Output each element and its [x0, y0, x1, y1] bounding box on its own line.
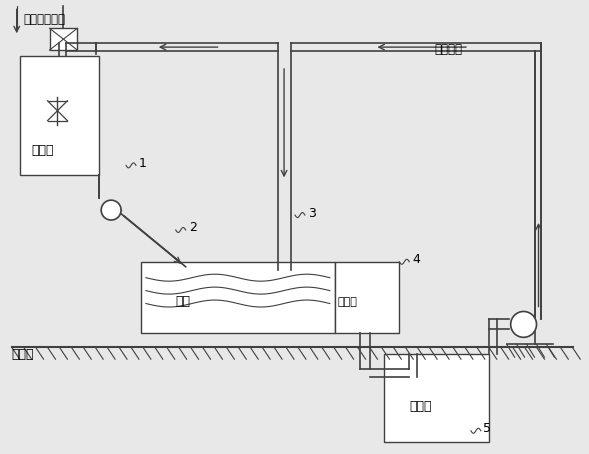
- Text: 2: 2: [188, 222, 197, 235]
- Circle shape: [101, 200, 121, 220]
- Text: 清水池: 清水池: [409, 400, 432, 414]
- Text: 水平面: 水平面: [12, 348, 34, 361]
- Text: 收集池: 收集池: [337, 296, 358, 306]
- Bar: [385, 354, 489, 442]
- Text: 电动葫芦吊入: 电动葫芦吊入: [24, 13, 65, 26]
- Bar: [141, 262, 335, 333]
- Text: 摇床: 摇床: [176, 295, 191, 308]
- Text: 浆化槽: 浆化槽: [32, 144, 54, 157]
- Circle shape: [511, 311, 537, 337]
- Bar: [335, 262, 399, 333]
- Text: 4: 4: [412, 253, 420, 266]
- Bar: [49, 28, 77, 50]
- Text: 5: 5: [483, 422, 491, 435]
- Text: 清水回用: 清水回用: [434, 43, 462, 55]
- Text: 3: 3: [308, 207, 316, 220]
- Text: 1: 1: [139, 157, 147, 170]
- Bar: [19, 56, 99, 175]
